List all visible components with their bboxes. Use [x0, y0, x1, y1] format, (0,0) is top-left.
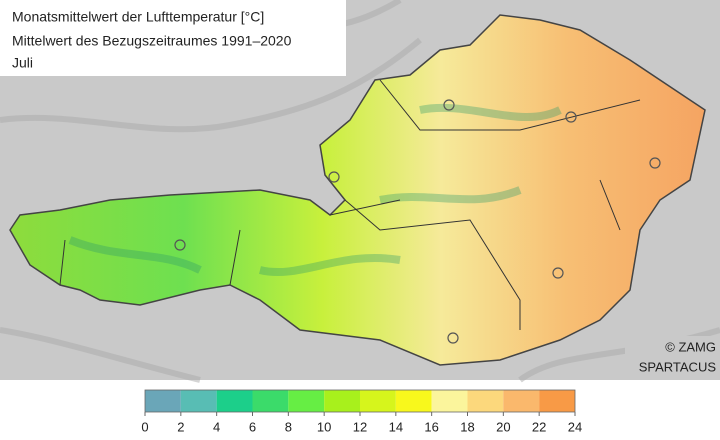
title-line: Juli	[12, 55, 33, 71]
austria	[9, 14, 706, 366]
tick-label: 22	[532, 419, 546, 434]
color-swatch	[216, 390, 253, 412]
tick-label: 2	[177, 419, 184, 434]
tick-label: 24	[568, 419, 582, 434]
credit: SPARTACUS	[639, 359, 717, 374]
tick-label: 18	[460, 419, 474, 434]
state-borders	[59, 79, 641, 330]
tick-label: 20	[496, 419, 510, 434]
credit: © ZAMG	[665, 339, 716, 354]
tick-label: 4	[213, 419, 220, 434]
tick-label: 6	[249, 419, 256, 434]
tick-label: 8	[285, 419, 292, 434]
color-swatch	[288, 390, 325, 412]
title-line: Monatsmittelwert der Lufttemperatur [°C]	[12, 9, 264, 25]
color-swatch	[180, 390, 217, 412]
tick-label: 12	[353, 419, 367, 434]
color-swatch	[467, 390, 504, 412]
colorbar: 0 2 4 6 8 10 12 14 16 18 20 22 24	[141, 389, 582, 434]
color-swatch	[252, 390, 289, 412]
color-swatch	[360, 390, 396, 412]
tick-label: 0	[141, 419, 148, 434]
color-swatch	[503, 390, 540, 412]
color-swatch	[145, 390, 181, 412]
color-swatch	[324, 390, 360, 412]
title-box	[0, 0, 346, 76]
tick-label: 10	[317, 419, 331, 434]
title-line: Mittelwert des Bezugszeitraumes 1991–202…	[12, 33, 292, 49]
credit-box	[625, 336, 720, 380]
color-swatch	[395, 390, 432, 412]
alpine-ridge	[68, 103, 562, 277]
color-swatch	[539, 390, 575, 412]
color-swatch	[431, 390, 468, 412]
tick-label: 14	[389, 419, 403, 434]
tick-label: 16	[424, 419, 438, 434]
cities	[174, 99, 661, 344]
